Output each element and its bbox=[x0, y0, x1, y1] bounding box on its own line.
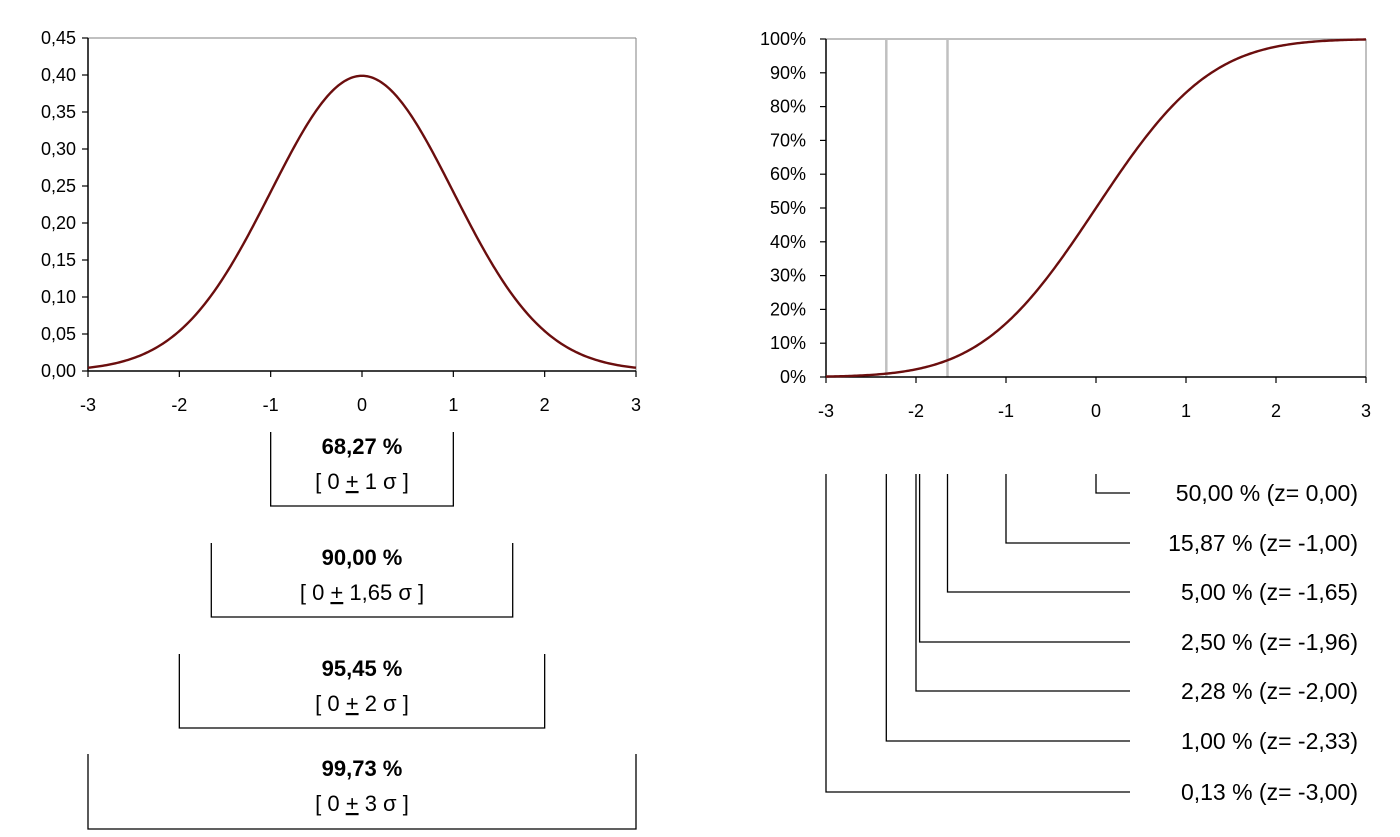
y-tick-label: 0,40 bbox=[41, 65, 76, 85]
callout-line bbox=[946, 474, 1130, 593]
quantile-callout: 5,00 % (z= -1,65) bbox=[946, 474, 1358, 605]
y-tick-label: 0,20 bbox=[41, 213, 76, 233]
y-tick-label: 0,35 bbox=[41, 102, 76, 122]
x-tick-label: -3 bbox=[818, 401, 834, 421]
y-tick-label: 30% bbox=[770, 266, 806, 286]
y-tick-label: 0,45 bbox=[41, 28, 76, 48]
y-tick-label: 80% bbox=[770, 97, 806, 117]
y-tick-label: 100% bbox=[760, 29, 806, 49]
interval-range: [ 0 + 3 σ ] bbox=[315, 791, 409, 816]
callout-line bbox=[885, 474, 1130, 742]
plus-minus-sign: + bbox=[346, 691, 359, 716]
y-tick-label: 10% bbox=[770, 333, 806, 353]
quantile-callout: 0,13 % (z= -3,00) bbox=[825, 474, 1358, 805]
interval-bracket: 68,27 % [ 0 + 1 σ ] bbox=[270, 432, 454, 507]
x-tick-label: 2 bbox=[1271, 401, 1281, 421]
range-prefix: [ 0 bbox=[315, 791, 346, 816]
x-tick-label: -1 bbox=[263, 395, 279, 415]
y-tick-label: 0,25 bbox=[41, 176, 76, 196]
interval-bracket: 99,73 % [ 0 + 3 σ ] bbox=[87, 754, 637, 830]
y-tick-label: 0,30 bbox=[41, 139, 76, 159]
y-tick-label: 0,00 bbox=[41, 361, 76, 381]
y-tick-label: 60% bbox=[770, 164, 806, 184]
quantile-callout: 2,50 % (z= -1,96) bbox=[918, 474, 1358, 655]
quantile-label: 0,13 % (z= -3,00) bbox=[1181, 779, 1358, 805]
bracket-line bbox=[210, 543, 514, 618]
y-tick-label: 90% bbox=[770, 63, 806, 83]
range-prefix: [ 0 bbox=[315, 469, 346, 494]
interval-percent: 99,73 % bbox=[322, 756, 403, 781]
plus-minus-sign: + bbox=[346, 469, 359, 494]
quantile-callout: 15,87 % (z= -1,00) bbox=[1005, 474, 1358, 556]
x-tick-label: -2 bbox=[171, 395, 187, 415]
quantile-label: 5,00 % (z= -1,65) bbox=[1181, 579, 1358, 605]
interval-range: [ 0 + 2 σ ] bbox=[315, 691, 409, 716]
x-tick-label: 0 bbox=[357, 395, 367, 415]
quantile-label: 1,00 % (z= -2,33) bbox=[1181, 728, 1358, 754]
callout-line bbox=[1005, 474, 1130, 544]
interval-range: [ 0 + 1 σ ] bbox=[315, 469, 409, 494]
interval-bracket: 90,00 % [ 0 + 1,65 σ ] bbox=[210, 543, 514, 618]
pdf-chart: 0,00 0,05 0,10 0,15 0,20 0,25 0,30 0,35 0,40 0,45… bbox=[41, 28, 641, 415]
quantile-callout: 2,28 % (z= -2,00) bbox=[915, 474, 1358, 704]
range-suffix: 1,65 σ ] bbox=[343, 580, 424, 605]
y-tick-label: 40% bbox=[770, 232, 806, 252]
x-tick-label: -1 bbox=[998, 401, 1014, 421]
range-prefix: [ 0 bbox=[300, 580, 331, 605]
y-tick-label: 0,10 bbox=[41, 287, 76, 307]
range-suffix: 3 σ ] bbox=[359, 791, 409, 816]
callout-line bbox=[1095, 474, 1130, 494]
x-tick-label: -3 bbox=[80, 395, 96, 415]
range-prefix: [ 0 bbox=[315, 691, 346, 716]
range-suffix: 2 σ ] bbox=[359, 691, 409, 716]
y-tick-label: 0% bbox=[780, 367, 806, 387]
quantile-callout: 1,00 % (z= -2,33) bbox=[885, 474, 1358, 754]
y-tick-label: 20% bbox=[770, 299, 806, 319]
interval-percent: 90,00 % bbox=[322, 545, 403, 570]
quantile-label: 2,50 % (z= -1,96) bbox=[1181, 629, 1358, 655]
x-tick-label: 3 bbox=[631, 395, 641, 415]
y-tick-label: 70% bbox=[770, 130, 806, 150]
quantile-callouts: 50,00 % (z= 0,00) 15,87 % (z= -1,00) 5,00 … bbox=[825, 474, 1358, 805]
x-tick-label: -2 bbox=[908, 401, 924, 421]
interval-brackets: 68,27 %[ 0 + 1 σ ]90,00 %[ 0 + 1,65 σ ]9… bbox=[87, 432, 637, 830]
y-tick-label: 0,15 bbox=[41, 250, 76, 270]
interval-bracket: 95,45 % [ 0 + 2 σ ] bbox=[178, 654, 546, 729]
x-tick-label: 2 bbox=[540, 395, 550, 415]
x-tick-label: 1 bbox=[448, 395, 458, 415]
x-tick-label: 0 bbox=[1091, 401, 1101, 421]
bracket-line bbox=[178, 654, 546, 729]
quantile-callout: 50,00 % (z= 0,00) bbox=[1095, 474, 1358, 506]
callout-line bbox=[918, 474, 1130, 643]
quantile-label: 50,00 % (z= 0,00) bbox=[1176, 480, 1358, 506]
callout-line bbox=[915, 474, 1130, 692]
cdf-curve bbox=[825, 38, 1367, 378]
pdf-curve bbox=[87, 74, 637, 369]
interval-range: [ 0 + 1,65 σ ] bbox=[300, 580, 424, 605]
cdf-chart: 0% 10% 20% 30% 40% 50% 60% 70% 80% 90% 100% -3 -2 -1 0… bbox=[760, 29, 1371, 421]
plus-minus-sign: + bbox=[346, 791, 359, 816]
bracket-line bbox=[270, 432, 454, 507]
plus-minus-sign: + bbox=[330, 580, 343, 605]
quantile-label: 15,87 % (z= -1,00) bbox=[1168, 530, 1358, 556]
y-tick-label: 50% bbox=[770, 198, 806, 218]
interval-percent: 68,27 % bbox=[322, 434, 403, 459]
interval-percent: 95,45 % bbox=[322, 656, 403, 681]
y-tick-label: 0,05 bbox=[41, 324, 76, 344]
x-tick-label: 1 bbox=[1181, 401, 1191, 421]
bracket-line bbox=[87, 754, 637, 830]
x-tick-label: 3 bbox=[1361, 401, 1371, 421]
callout-line bbox=[825, 474, 1130, 793]
quantile-label: 2,28 % (z= -2,00) bbox=[1181, 678, 1358, 704]
range-suffix: 1 σ ] bbox=[359, 469, 409, 494]
